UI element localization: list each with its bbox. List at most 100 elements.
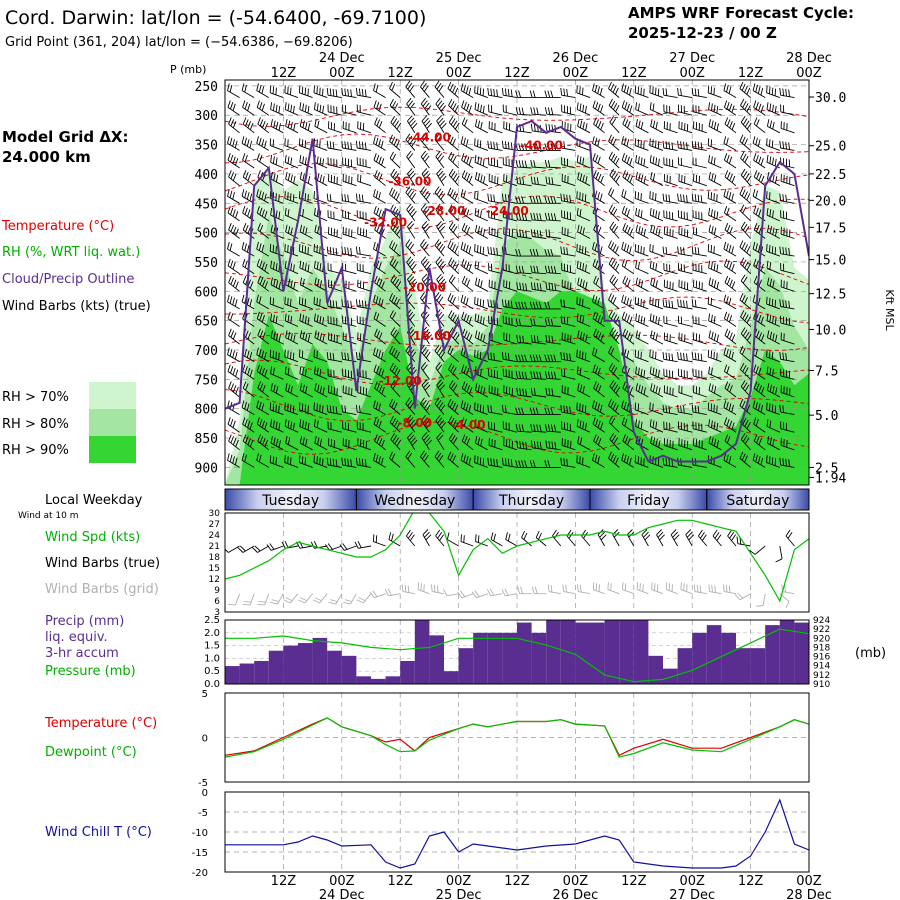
- wind-barb: [313, 419, 328, 433]
- wind-barb: [723, 189, 737, 204]
- wind-barb: [447, 451, 459, 468]
- wind-barb: [447, 134, 459, 151]
- wind-barb: [420, 133, 430, 151]
- wind-barb: [753, 170, 766, 187]
- surface-grid-wind-barb: [356, 593, 372, 604]
- wind-barb: [650, 436, 664, 451]
- surface-wind-barb: [505, 532, 518, 547]
- pressure-tick-label: 920: [813, 634, 830, 644]
- surface-grid-wind-barb: [283, 593, 299, 604]
- wind-barb: [677, 210, 693, 222]
- wind-barb: [561, 262, 576, 275]
- wind-speed-tick-label: 27: [209, 520, 220, 530]
- wind-barb: [460, 136, 474, 151]
- pressure-tick-label: 300: [195, 109, 218, 124]
- wind-barb: [529, 460, 547, 468]
- wind-barb: [373, 83, 386, 98]
- wind-barb: [708, 155, 722, 169]
- wind-barb: [474, 402, 488, 416]
- wind-barb: [447, 398, 459, 415]
- surface-grid-wind-barb: [592, 582, 605, 595]
- wind-barb: [488, 421, 503, 433]
- wind-barb: [649, 349, 664, 363]
- wind-barb: [723, 258, 737, 275]
- pressure-tick-label: 650: [195, 315, 218, 330]
- bottom-date-label: 28 Dec: [786, 888, 832, 900]
- wind-barb: [753, 223, 766, 239]
- wind-barb: [593, 223, 605, 239]
- wind-barb: [677, 315, 693, 327]
- wind-barb: [677, 299, 693, 310]
- wind-barb: [356, 262, 372, 275]
- wind-barb: [488, 368, 503, 380]
- wind-barb: [407, 432, 418, 451]
- wind-barb: [421, 168, 431, 186]
- wind-barb: [373, 153, 386, 169]
- wind-barb: [474, 296, 488, 310]
- wind-barb: [766, 102, 780, 116]
- pressure-tick-label: 916: [813, 653, 830, 663]
- precip-bar: [298, 643, 313, 684]
- wind-barb: [341, 140, 357, 151]
- wind-barb: [740, 204, 751, 222]
- top-time-tick-label: 00Z: [563, 66, 589, 81]
- legend-rh90-label: RH > 90%: [2, 443, 69, 458]
- wind-barb: [529, 196, 547, 204]
- wind-barb: [530, 176, 547, 187]
- wind-barb: [515, 90, 532, 99]
- wind-barb: [592, 400, 605, 415]
- wind-barb: [544, 407, 561, 416]
- wind-barb: [284, 102, 299, 116]
- wind-barb: [691, 193, 707, 204]
- wind-barb: [592, 100, 605, 116]
- wind-barb: [420, 186, 431, 204]
- wind-barb: [576, 402, 591, 416]
- wind-barb: [515, 371, 532, 380]
- wind-barb: [622, 170, 635, 187]
- wind-barb: [621, 100, 635, 116]
- wind-barb: [342, 210, 357, 222]
- wind-barb: [326, 87, 342, 99]
- panel-frame: [224, 791, 810, 873]
- wind-barb: [693, 332, 707, 345]
- wind-barb: [461, 205, 474, 222]
- wind-barb: [448, 257, 459, 275]
- surface-grid-wind-barb: [369, 590, 386, 599]
- pressure-tick-label: 912: [813, 671, 830, 681]
- top-time-tick-label: 12Z: [738, 66, 764, 81]
- wind-barb: [609, 432, 620, 451]
- top-date-label: 25 Dec: [436, 51, 482, 66]
- height-tick-label: 10.0: [815, 323, 846, 338]
- wind-barb: [342, 438, 357, 451]
- wind-barb: [766, 85, 780, 99]
- wind-barb: [609, 274, 620, 292]
- wind-barb: [474, 155, 488, 169]
- wind-barb: [502, 157, 518, 169]
- wind-barb: [435, 150, 445, 169]
- wind-speed-line: [225, 513, 809, 603]
- wind-barb: [448, 221, 459, 239]
- wind-barb: [592, 417, 605, 433]
- wind-barb: [663, 438, 678, 451]
- wind-barb: [389, 134, 401, 151]
- wind-barb: [635, 383, 649, 398]
- wind-barb: [724, 275, 737, 292]
- wind-barb: [420, 362, 430, 380]
- wind-barb: [677, 421, 693, 433]
- wind-barb: [501, 404, 518, 416]
- wind-barb: [407, 326, 416, 345]
- wind-barb: [608, 81, 620, 98]
- wind-barb: [779, 457, 795, 468]
- wind-barb: [752, 136, 766, 151]
- temperature-label: -12.00: [379, 374, 422, 388]
- wind-barb: [752, 83, 766, 98]
- wind-barb: [593, 381, 605, 398]
- wind-barb: [577, 119, 591, 134]
- wind-barb: [461, 328, 474, 345]
- wind-barb: [474, 171, 489, 187]
- temperature-tick-label: -5: [198, 778, 208, 789]
- surface-grid-wind-barb: [562, 584, 576, 595]
- wind-barb: [405, 450, 416, 468]
- wind-barb: [560, 193, 576, 204]
- wind-barb: [241, 400, 255, 415]
